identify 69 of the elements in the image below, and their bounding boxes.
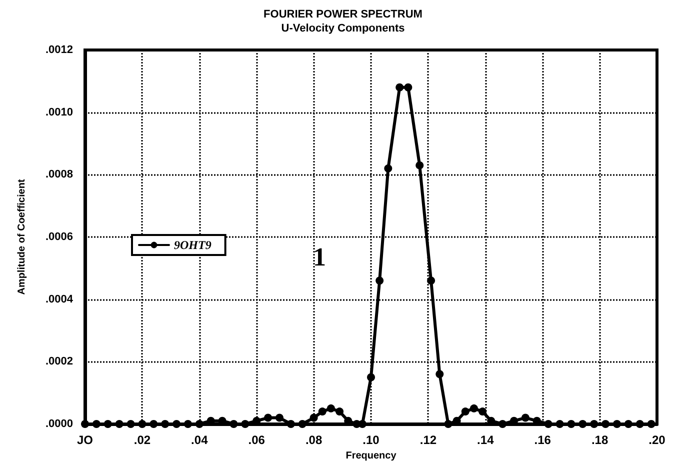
y-tick-label: .0008 [45,168,73,181]
point [647,420,656,428]
point [602,420,610,428]
point [172,420,181,428]
point [578,420,587,428]
point [376,276,384,285]
point [184,420,192,428]
point [241,420,250,428]
point [427,276,436,285]
point [436,370,444,378]
point [567,420,576,428]
x-tick-label: .18 [591,433,608,447]
x-tick-label: JO [76,433,94,447]
y-tick-label: .0006 [45,231,73,243]
point [416,161,424,170]
point [470,404,478,412]
x-tick-label: .20 [648,433,666,447]
chart-title: FOURIER POWER SPECTRUM [264,8,422,20]
point [521,414,530,422]
chart-subtitle: U-Velocity Components [281,22,405,34]
point [556,420,564,428]
point [336,408,344,416]
point [310,414,318,422]
point [590,420,598,428]
point [104,420,112,428]
point [461,408,470,416]
x-tick-label: .14 [477,433,494,447]
point [384,164,392,172]
point [126,420,135,428]
point [396,83,404,92]
x-tick-label: .06 [248,433,266,447]
point [81,420,89,428]
point [298,420,306,428]
point [498,420,507,428]
point [404,83,412,92]
point [161,420,170,428]
point [115,420,124,428]
y-tick-label: .0000 [45,418,73,430]
point [367,373,375,382]
y-axis-title: Amplitude of Coefficient [16,178,28,295]
x-tick-label: .08 [305,433,322,447]
y-tick-label: .0010 [45,106,73,118]
point [478,408,487,416]
point [326,404,335,412]
x-axis-title: Frequency [346,450,397,462]
annotation: 1 [313,242,326,272]
x-tick-label: .16 [534,433,552,447]
x-tick-label: .02 [134,433,151,447]
point [264,414,272,422]
x-tick-label: .12 [420,433,437,447]
point [92,420,100,428]
point [195,420,204,428]
y-tick-label: .0012 [45,44,73,56]
x-tick-label: .04 [191,433,208,447]
point [150,420,158,428]
y-tick-label: .0002 [45,356,73,368]
point [286,420,295,428]
point [275,414,284,422]
point [624,420,632,428]
point [138,420,146,428]
point [444,420,452,428]
point [230,420,238,428]
point [612,420,621,428]
point [636,420,644,428]
legend-label: 9OHT9 [174,238,212,252]
y-tick-label: .0004 [45,293,74,306]
point [318,408,326,416]
x-tick-label: .10 [362,433,380,447]
point [544,420,552,428]
